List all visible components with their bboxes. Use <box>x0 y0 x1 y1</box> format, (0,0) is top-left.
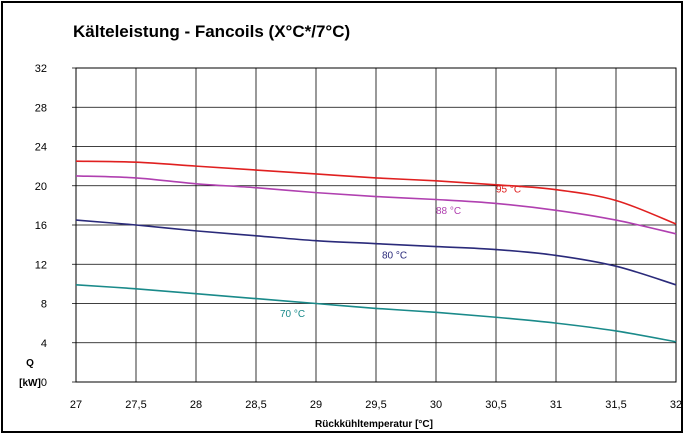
y-tick-label: 12 <box>35 259 47 271</box>
y-tick-label: 8 <box>41 299 47 311</box>
x-tick-label: 31 <box>550 399 562 411</box>
y-tick-label: 32 <box>35 63 47 75</box>
series-label-1: 88 °C <box>436 206 461 217</box>
y-axis-label-line1: Q <box>26 358 34 369</box>
series-label-3: 70 °C <box>280 309 305 320</box>
x-axis-label: Rückkühltemperatur [°C] <box>315 419 433 430</box>
y-tick-label: 24 <box>35 142 47 154</box>
x-tick-label: 31,5 <box>605 399 626 411</box>
x-tick-label: 27 <box>70 399 82 411</box>
series-label-2: 80 °C <box>382 250 407 261</box>
x-tick-label: 28,5 <box>245 399 266 411</box>
y-tick-label: 28 <box>35 102 47 114</box>
x-tick-label: 32 <box>670 399 682 411</box>
x-tick-label: 28 <box>190 399 202 411</box>
y-axis-label-line2: [kW] <box>19 378 41 389</box>
x-tick-label: 30 <box>430 399 442 411</box>
y-tick-label: 16 <box>35 220 47 232</box>
y-tick-label: 20 <box>35 181 47 193</box>
series-label-0: 95 °C <box>496 185 521 196</box>
y-tick-label: 0 <box>41 377 47 389</box>
y-tick-label: 4 <box>41 338 47 350</box>
x-tick-label: 29 <box>310 399 322 411</box>
x-tick-label: 27,5 <box>125 399 146 411</box>
x-tick-label: 30,5 <box>485 399 506 411</box>
x-tick-label: 29,5 <box>365 399 386 411</box>
